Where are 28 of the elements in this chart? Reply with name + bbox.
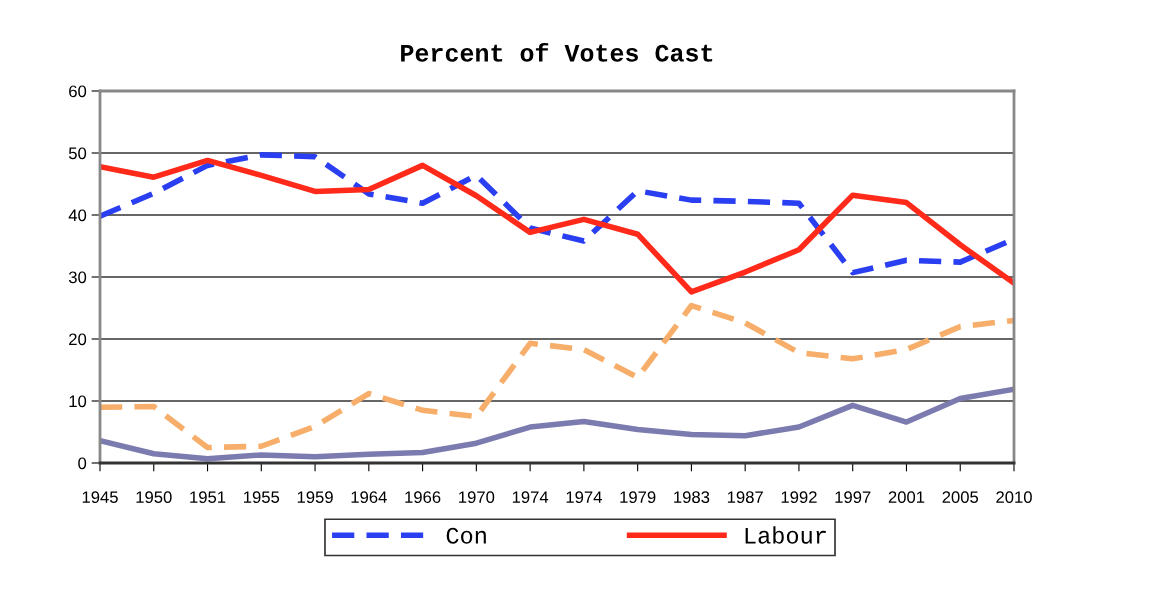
x-tick-label: 1987 bbox=[727, 491, 763, 504]
x-tick-label: 1979 bbox=[620, 491, 656, 504]
legend-label: Con bbox=[446, 527, 486, 544]
x-tick-label: 1951 bbox=[190, 491, 226, 504]
x-tick-label: 1997 bbox=[835, 491, 871, 504]
x-tick-label: 2001 bbox=[888, 491, 925, 504]
x-tick-label: 1955 bbox=[244, 491, 280, 504]
x-tick-label: 1945 bbox=[82, 491, 118, 504]
x-tick-label: 2010 bbox=[996, 491, 1032, 504]
x-tick-label: 1966 bbox=[405, 491, 441, 504]
x-tick-label: 1950 bbox=[136, 491, 172, 504]
x-tick-label: 1974 bbox=[512, 491, 549, 504]
x-tick-label: 2005 bbox=[942, 491, 979, 504]
y-tick-label: 30 bbox=[68, 271, 87, 284]
y-tick-label: 50 bbox=[68, 147, 87, 160]
x-tick-label: 1959 bbox=[297, 491, 333, 504]
legend-label: Labour bbox=[745, 526, 826, 544]
y-tick-label: 20 bbox=[69, 333, 87, 346]
x-tick-label: 1974 bbox=[566, 491, 602, 504]
x-tick-label: 1964 bbox=[351, 491, 387, 504]
chart-title: Percent of Votes Cast bbox=[401, 42, 713, 62]
x-tick-label: 1983 bbox=[674, 491, 710, 504]
y-tick-label: 10 bbox=[69, 395, 87, 408]
y-tick-label: 60 bbox=[69, 85, 87, 98]
x-tick-label: 1992 bbox=[781, 491, 817, 504]
y-tick-label: 40 bbox=[68, 209, 87, 222]
y-tick-label: 0 bbox=[78, 457, 87, 470]
x-tick-label: 1970 bbox=[459, 491, 495, 504]
